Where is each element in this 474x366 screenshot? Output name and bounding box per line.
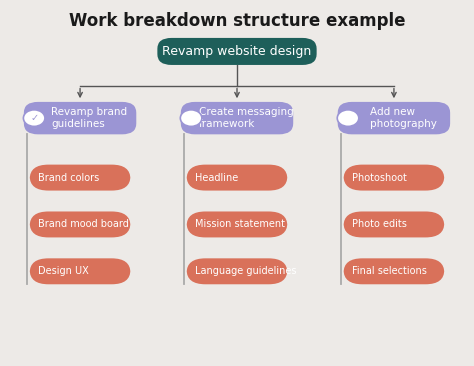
Circle shape: [180, 110, 202, 126]
FancyBboxPatch shape: [344, 212, 444, 238]
Text: Language guidelines: Language guidelines: [195, 266, 297, 276]
FancyBboxPatch shape: [187, 258, 287, 284]
FancyBboxPatch shape: [337, 102, 450, 134]
Text: Add new
photography: Add new photography: [370, 107, 437, 129]
Text: Revamp brand
guidelines: Revamp brand guidelines: [51, 107, 128, 129]
Text: Brand mood board: Brand mood board: [38, 220, 129, 229]
FancyBboxPatch shape: [181, 102, 293, 134]
FancyBboxPatch shape: [30, 165, 130, 191]
FancyBboxPatch shape: [24, 102, 137, 134]
Text: Photoshoot: Photoshoot: [352, 173, 407, 183]
Text: Create messaging
framework: Create messaging framework: [199, 107, 294, 129]
Text: Design UX: Design UX: [38, 266, 89, 276]
Text: Photo edits: Photo edits: [352, 220, 407, 229]
Text: Brand colors: Brand colors: [38, 173, 100, 183]
FancyBboxPatch shape: [30, 258, 130, 284]
Circle shape: [337, 110, 359, 126]
Text: Work breakdown structure example: Work breakdown structure example: [69, 12, 405, 30]
FancyBboxPatch shape: [344, 258, 444, 284]
Circle shape: [23, 110, 45, 126]
FancyBboxPatch shape: [30, 212, 130, 238]
Text: Headline: Headline: [195, 173, 238, 183]
Text: ✓: ✓: [30, 113, 38, 123]
FancyBboxPatch shape: [344, 165, 444, 191]
FancyBboxPatch shape: [187, 165, 287, 191]
Text: Final selections: Final selections: [352, 266, 427, 276]
Text: Revamp website design: Revamp website design: [163, 45, 311, 58]
Text: Mission statement: Mission statement: [195, 220, 285, 229]
FancyBboxPatch shape: [157, 38, 317, 65]
FancyBboxPatch shape: [187, 212, 287, 238]
